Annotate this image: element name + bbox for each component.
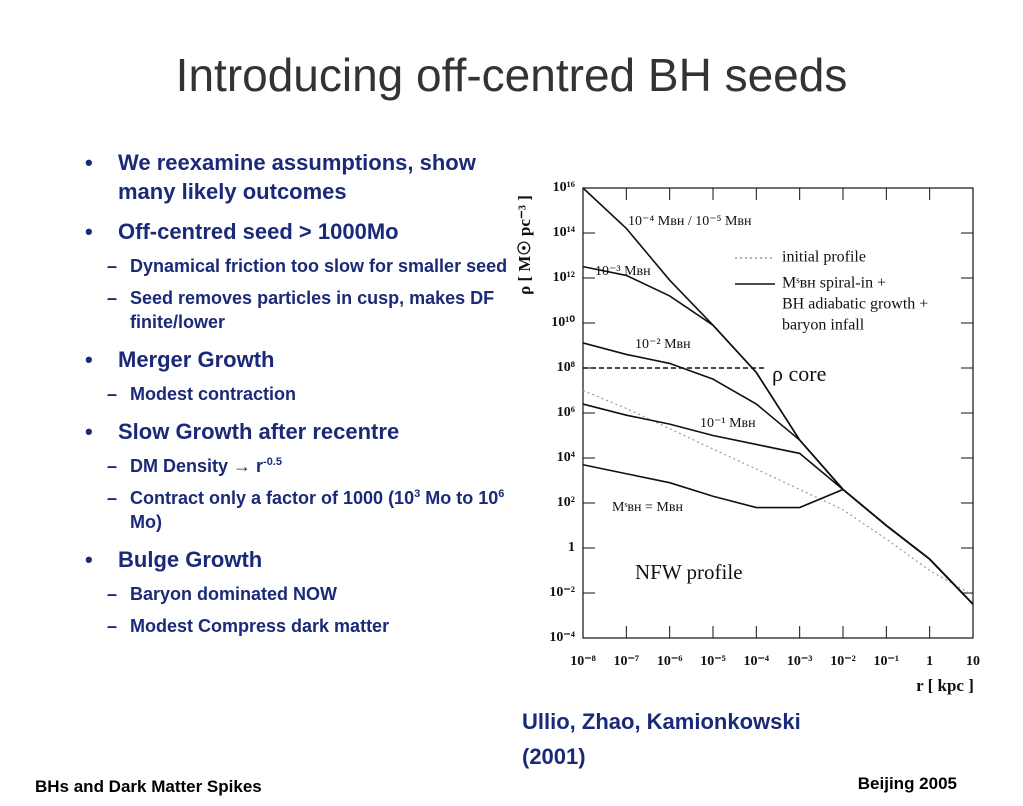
series-label: 10⁻¹ Mʙʜ [700,416,756,431]
sub-bullet-text: Seed removes particles in cusp, makes DF… [130,286,510,334]
legend-label: baryon infall [782,317,865,334]
x-axis-label: r [ kpc ] [916,676,974,695]
bullet-text: Bulge Growth [118,547,262,572]
footer-right: Beijing 2005 [857,774,957,793]
text-run: Baryon dominated NOW [130,584,338,604]
sub-list: DM Density → r-0.5 Contract only a factor… [107,454,505,534]
sub-bullet-text: Modest Compress dark matter [130,614,510,638]
superscript: 3 [414,488,421,500]
sub-bullet: Contract only a factor of 1000 (103 Mo t… [85,486,510,534]
caption: Ullio, Zhao, Kamionkowski (2001) [522,704,801,774]
superscript: 6 [498,488,505,500]
text-run: We reexamine assumptions, show many like… [118,150,476,204]
y-tick-label: 10⁶ [557,405,575,420]
text-run: Modest contraction [130,384,297,404]
sub-list: Dynamical friction too slow for smaller … [107,254,507,334]
sub-bullet-text: DM Density → r-0.5 [130,454,510,478]
x-tick-label: 10 [966,654,980,669]
sub-list: Modest contraction [107,382,505,406]
y-tick-label: 10¹⁰ [551,315,575,330]
sub-bullet-text: Dynamical friction too slow for smaller … [130,254,510,278]
y-tick-label: 10¹⁴ [553,225,576,240]
y-tick-label: 10⁴ [557,450,576,465]
series-line [582,463,974,605]
annotation: NFW profile [635,560,743,584]
series-line [582,389,974,596]
sub-bullet-text: Baryon dominated NOW [130,582,510,606]
y-tick-label: 10⁸ [557,360,575,375]
bullet-text: Off-centred seed > 1000Mo [118,219,399,244]
text-run: Bulge Growth [118,547,263,572]
y-tick-label: 10¹² [553,270,575,285]
x-tick-label: 10⁻⁵ [700,654,726,669]
caption-line: Ullio, Zhao, Kamionkowski [522,709,801,734]
bullet-text: Merger Growth [118,347,274,372]
series-line [582,265,974,605]
text-run: Contract only a factor of 1000 (10 [130,488,415,508]
bullet-text: We reexamine assumptions, show many like… [118,150,476,204]
sub-bullet: Baryon dominated NOW [85,582,510,606]
sub-bullet: Modest Compress dark matter [85,614,510,638]
bullet: Off-centred seed > 1000Mo Dynamical frict… [85,217,507,334]
slide-title: Introducing off-centred BH seeds [175,49,848,101]
y-tick-label: 10⁻⁴ [549,630,575,645]
y-tick-label: 10⁻² [549,585,575,600]
series-label: 10⁻² Mʙʜ [635,337,691,352]
legend-label: Mˢʙʜ spiral-in + [782,275,886,292]
x-tick-label: 10⁻⁷ [614,654,640,669]
x-tick-label: 10⁻² [830,654,856,669]
superscript: -0.5 [263,456,282,468]
x-tick-label: 1 [926,654,933,669]
y-tick-label: 10² [557,495,575,510]
legend-label: BH adiabatic growth + [782,296,928,313]
text-run: Mo) [130,512,162,532]
y-axis-label: ρ [ M☉ pc⁻³ ] [515,195,534,295]
footer-left: BHs and Dark Matter Spikes [35,777,262,796]
series-label: Mˢʙʜ = Mʙʜ [612,500,683,515]
x-tick-label: 10⁻⁸ [570,654,596,669]
x-tick-label: 10⁻⁶ [657,654,683,669]
bullet: Bulge Growth Baryon dominated NOW Modest C… [85,545,505,638]
bullet-text: Slow Growth after recentre [118,419,399,444]
legend-label: initial profile [782,249,866,266]
text-run: Slow Growth after recentre [118,419,400,444]
core-label: ρ core [772,361,826,386]
sub-bullet-text: Modest contraction [130,382,510,406]
sub-bullet: Dynamical friction too slow for smaller … [85,254,510,278]
sub-bullet-text: Contract only a factor of 1000 (103 Mo t… [130,486,510,534]
text-run: Seed removes particles in cusp, makes DF… [130,288,495,332]
x-tick-label: 10⁻⁴ [744,654,770,669]
sub-bullet: Seed removes particles in cusp, makes DF… [85,286,510,334]
series-label: 10⁻³ Mʙʜ [595,264,651,279]
series-label: 10⁻⁴ Mʙʜ / 10⁻⁵ Mʙʜ [628,214,752,229]
text-run: DM Density → r [130,456,264,476]
bullet: We reexamine assumptions, show many like… [85,148,505,206]
text-run: Dynamical friction too slow for smaller … [130,256,508,276]
sub-bullet: Modest contraction [85,382,510,406]
y-tick-label: 1 [568,540,575,555]
text-run: Merger Growth [118,347,275,372]
bullet: Merger Growth Modest contraction [85,345,505,406]
sub-bullet: DM Density → r-0.5 [85,454,510,478]
bullet-list: We reexamine assumptions, show many like… [85,148,507,638]
text-run: Modest Compress dark matter [130,616,390,636]
series-line [582,187,974,605]
bullet: Slow Growth after recentre DM Density → r… [85,417,505,534]
x-tick-label: 10⁻³ [787,654,813,669]
y-tick-label: 10¹⁶ [553,180,575,195]
text-run: Mo to 10 [420,488,499,508]
caption-line: (2001) [522,744,586,769]
x-tick-label: 10⁻¹ [874,654,900,669]
sub-list: Baryon dominated NOW Modest Compress dark… [107,582,505,638]
text-run: Off-centred seed > 1000Mo [118,219,399,244]
